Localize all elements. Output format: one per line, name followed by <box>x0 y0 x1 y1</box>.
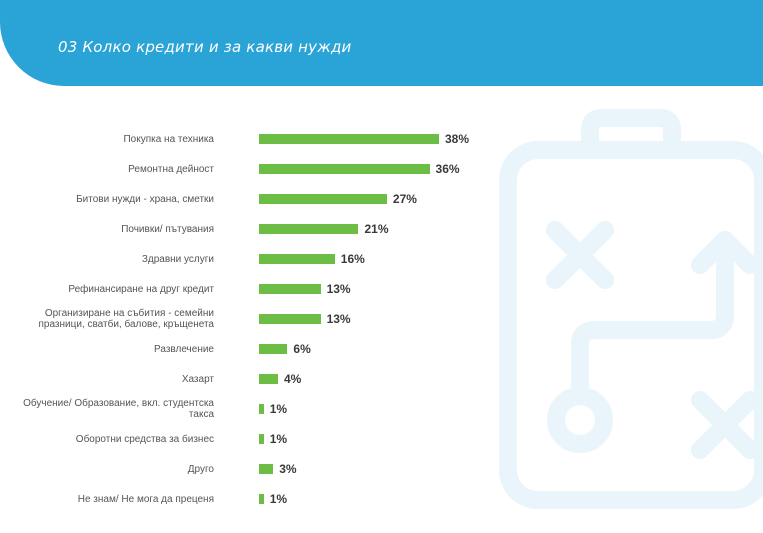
data-label: 4% <box>283 372 302 386</box>
bar <box>259 434 264 444</box>
bar <box>259 194 387 204</box>
data-label: 1% <box>269 492 288 506</box>
bar <box>259 254 335 264</box>
bar <box>259 344 288 354</box>
data-label: 13% <box>326 282 351 296</box>
clipboard-decoration-icon <box>499 109 763 509</box>
bar <box>259 284 321 294</box>
bar <box>259 494 264 504</box>
data-label: 16% <box>340 252 365 266</box>
category-label: Не знам/ Не мога да преценя <box>77 493 214 505</box>
category-label: Здравни услуги <box>141 253 214 265</box>
data-label: 21% <box>364 222 389 236</box>
category-label: Битови нужди - храна, сметки <box>76 193 214 205</box>
category-label: Обучение/ Образование, вкл. студентска т… <box>23 398 214 420</box>
category-label: Друго <box>187 463 214 475</box>
category-label: Оборотни средства за бизнес <box>75 433 214 445</box>
page-title: 03 Колко кредити и за какви нужди <box>58 38 352 56</box>
category-label: Развлечение <box>154 343 214 355</box>
data-label: 3% <box>279 462 297 476</box>
bar <box>259 224 359 234</box>
data-label: 36% <box>435 162 460 176</box>
header-banner: 03 Колко кредити и за какви нужди <box>0 0 763 86</box>
category-label: Рефинансиране на друг кредит <box>68 283 214 295</box>
bar <box>259 164 430 174</box>
data-label: 13% <box>326 312 351 326</box>
data-label: 6% <box>293 342 311 356</box>
data-label: 27% <box>392 192 417 206</box>
category-label: Ремонтна дейност <box>128 163 214 175</box>
category-label: Покупка на техника <box>123 133 214 145</box>
category-label: Почивки/ пътувания <box>121 223 214 235</box>
data-label: 38% <box>445 132 470 146</box>
bar <box>259 314 321 324</box>
bar <box>259 134 439 144</box>
bar <box>259 374 278 384</box>
data-label: 1% <box>269 402 288 416</box>
category-label: Организиране на събития - семейни празни… <box>38 308 214 330</box>
category-label: Хазарт <box>181 373 214 385</box>
data-label: 1% <box>269 432 288 446</box>
bar <box>259 464 274 474</box>
bar <box>259 404 264 414</box>
